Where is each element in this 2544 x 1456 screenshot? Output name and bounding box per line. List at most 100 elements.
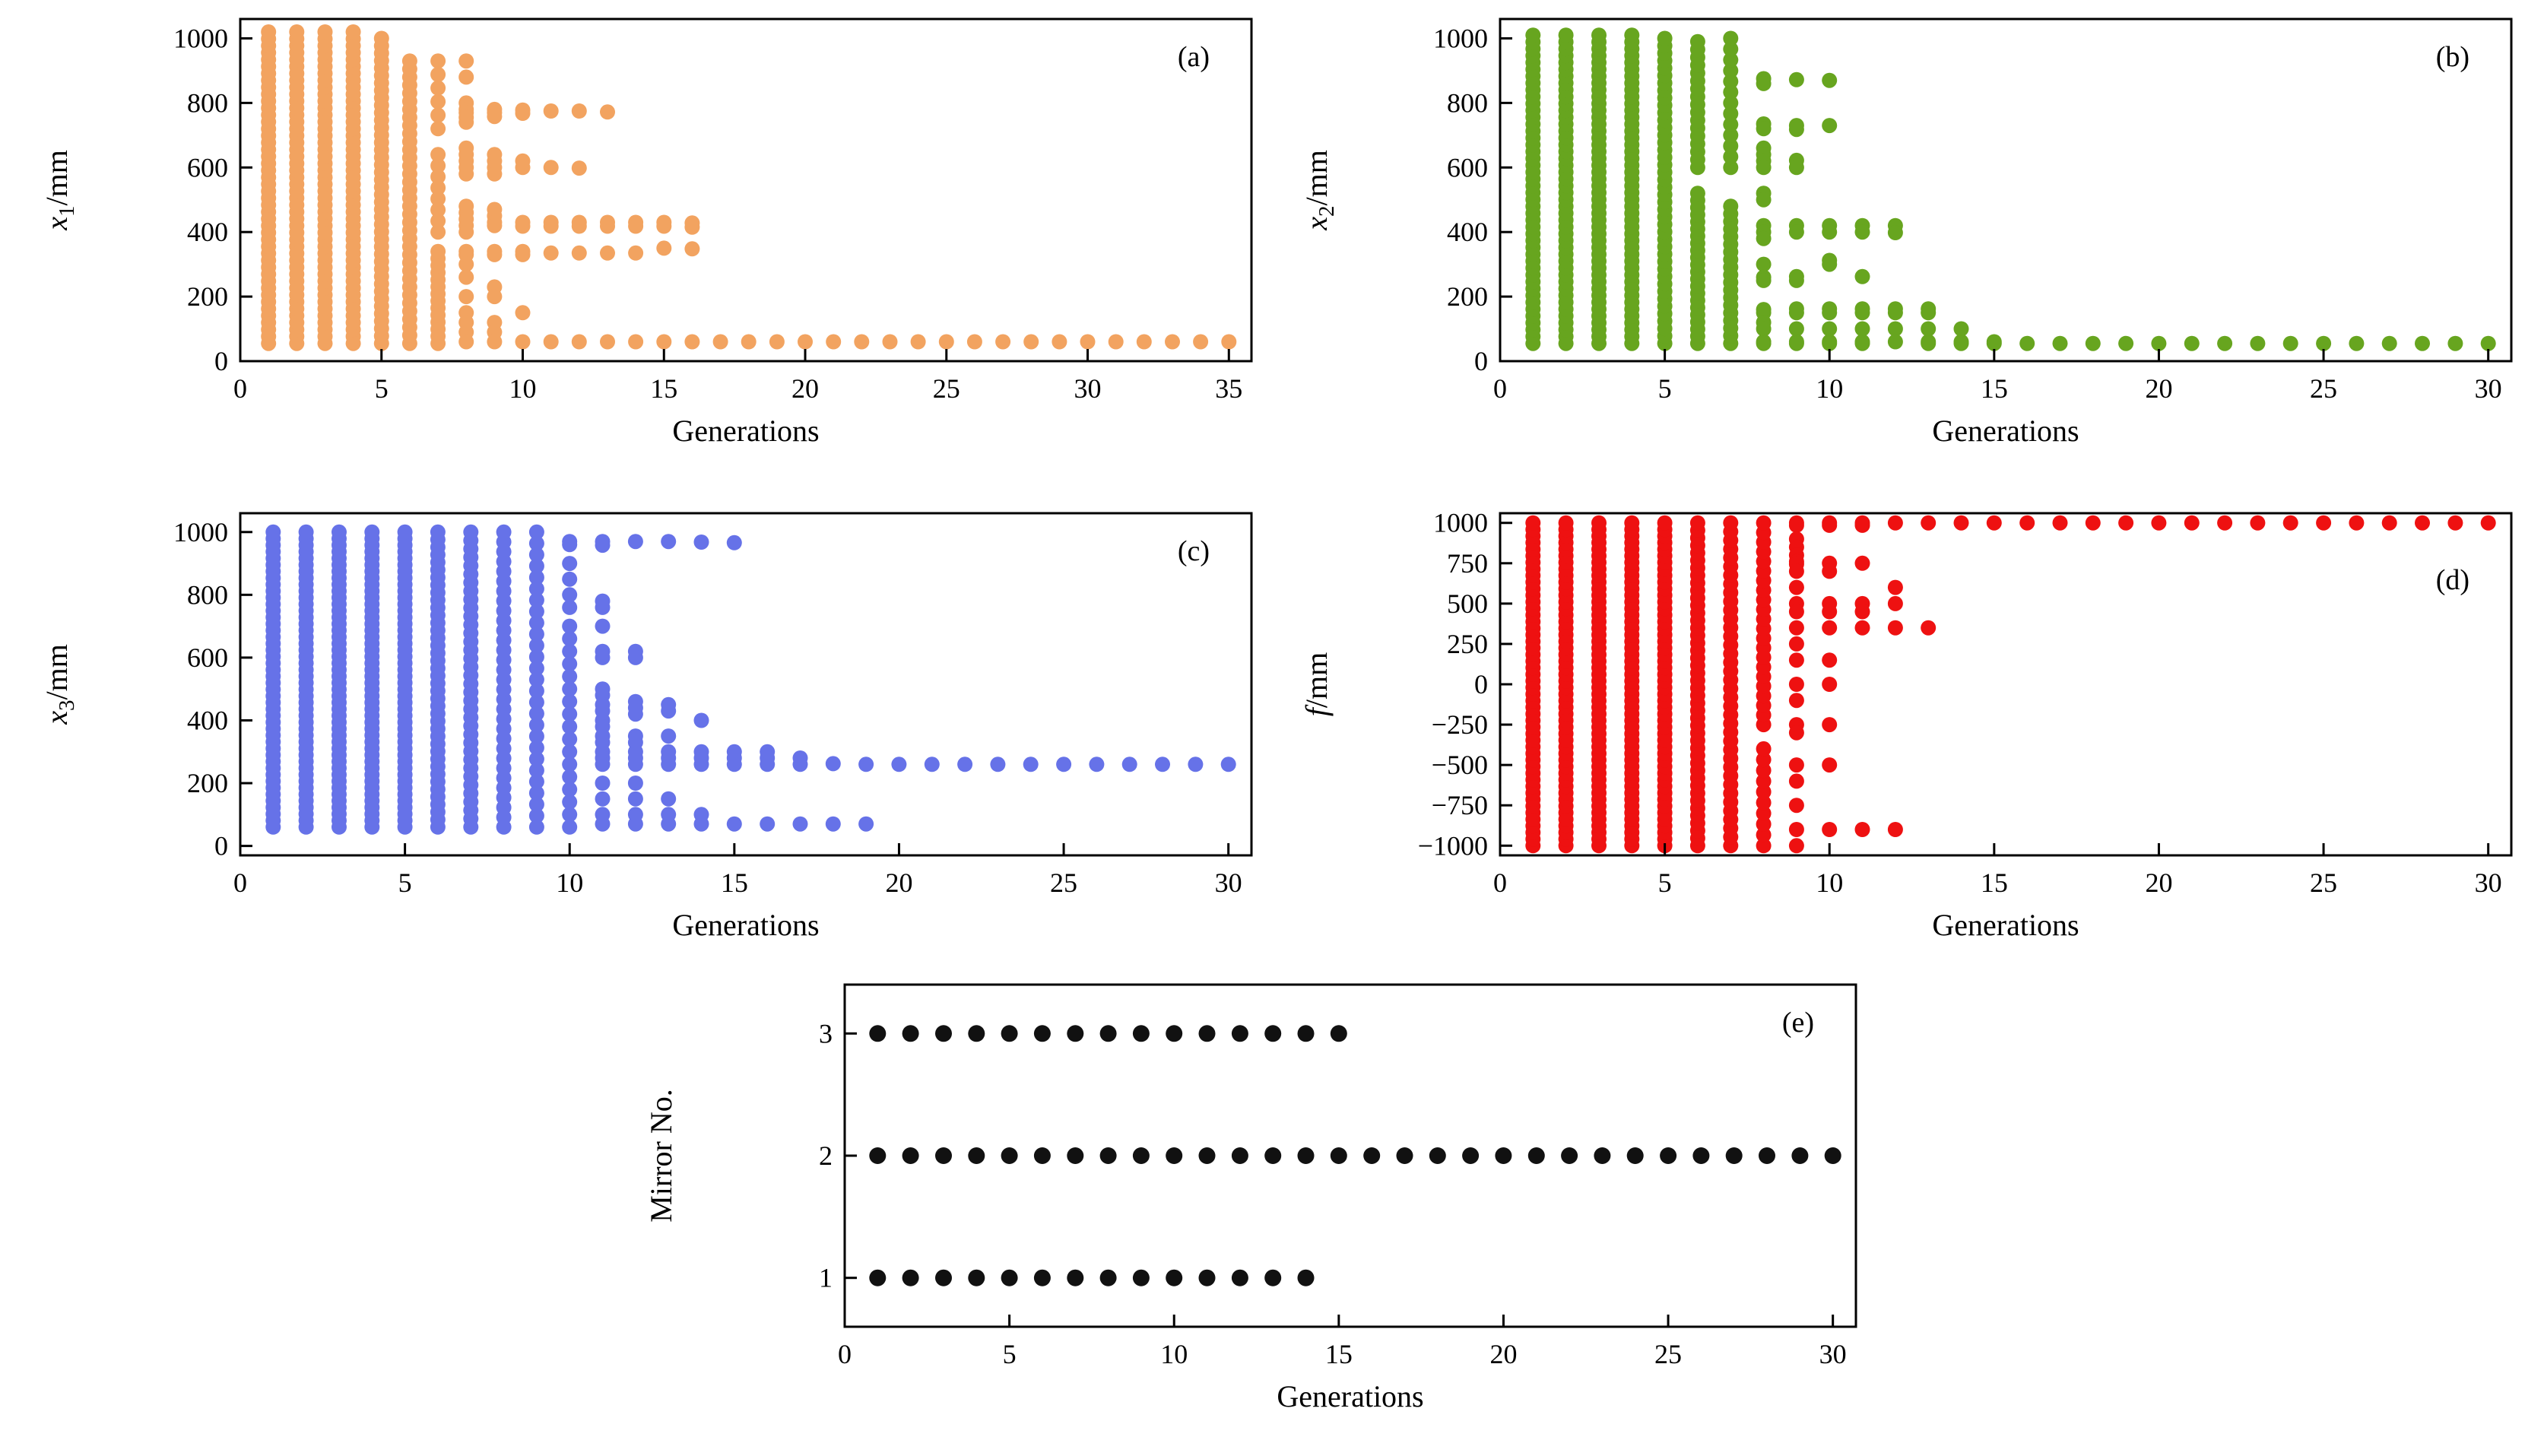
plot-frame bbox=[1499, 512, 2513, 857]
panel-letter: (e) bbox=[1782, 1007, 1814, 1039]
x-axis-label: Generations bbox=[672, 908, 819, 942]
x-tick-label: 10 bbox=[1816, 868, 1843, 898]
scatter-plot-a: 0 5 10 15 20 25 30 35 0 200 400 600 800 1000 Generatio… bbox=[40, 17, 1253, 448]
x-axis-label: Generations bbox=[1932, 414, 2079, 448]
x-tick-label: 30 bbox=[2475, 373, 2502, 404]
y-tick-label: 1000 bbox=[173, 517, 228, 547]
x-tick-label: 15 bbox=[1325, 1339, 1353, 1369]
panel-letter: (d) bbox=[2436, 564, 2469, 596]
scatter-plot-b: 0 5 10 15 20 25 30 0 200 400 600 800 1000 Generations… bbox=[1299, 17, 2513, 448]
x-tick-label: 0 bbox=[233, 373, 247, 404]
y-tick-label: 500 bbox=[1447, 588, 1488, 619]
y-tick-label: 400 bbox=[187, 705, 228, 735]
x-tick-label: 15 bbox=[721, 868, 748, 898]
y-axis-label: x1/mm bbox=[40, 150, 79, 231]
points bbox=[1525, 27, 2496, 351]
y-tick-label: −750 bbox=[1432, 790, 1488, 820]
x-tick-label: 30 bbox=[1819, 1339, 1847, 1369]
points bbox=[1525, 515, 2496, 854]
x-tick-label: 25 bbox=[1050, 868, 1077, 898]
tick-labels: 0 5 10 15 20 25 30 −1000 −750 −500 −250 0 250 500 750 1… bbox=[1418, 508, 2502, 898]
y-tick-label: 0 bbox=[214, 346, 228, 376]
x-tick-label: 20 bbox=[885, 868, 912, 898]
x-tick-label: 25 bbox=[2310, 868, 2337, 898]
axis-ticks bbox=[239, 531, 1230, 855]
x-tick-label: 35 bbox=[1215, 373, 1242, 404]
x-tick-label: 0 bbox=[1493, 868, 1507, 898]
y-tick-label: 200 bbox=[1447, 281, 1488, 312]
y-tick-label: 250 bbox=[1447, 629, 1488, 659]
x-tick-label: 0 bbox=[233, 868, 247, 898]
y-axis-label: Mirror No. bbox=[644, 1089, 678, 1223]
y-tick-label: 1 bbox=[819, 1263, 833, 1293]
y-tick-label: 0 bbox=[1474, 669, 1488, 699]
x-tick-label: 15 bbox=[1981, 868, 2008, 898]
x-tick-label: 15 bbox=[650, 373, 677, 404]
x-tick-label: 5 bbox=[1658, 868, 1672, 898]
points bbox=[261, 24, 1237, 351]
x-tick-label: 5 bbox=[1658, 373, 1672, 404]
x-tick-label: 20 bbox=[1489, 1339, 1517, 1369]
tick-labels: 0 5 10 15 20 25 30 0 200 400 600 800 1000 bbox=[1433, 23, 2502, 404]
scatter-plot-d: 0 5 10 15 20 25 30 −1000 −750 −500 −250 0 250 500 750 1… bbox=[1299, 508, 2513, 942]
x-tick-label: 30 bbox=[1215, 868, 1242, 898]
panel-x3-vs-generations: 0 5 10 15 20 25 30 0 200 400 600 800 1000 Generations… bbox=[20, 494, 1282, 985]
y-tick-label: 600 bbox=[1447, 152, 1488, 182]
optimization-convergence-figure: 0 5 10 15 20 25 30 35 0 200 400 600 800 1000 Generatio… bbox=[20, 0, 2542, 1413]
y-tick-label: 800 bbox=[187, 579, 228, 610]
tick-labels: 0 5 10 15 20 25 30 1 2 3 bbox=[819, 1018, 1847, 1369]
y-tick-label: −500 bbox=[1432, 750, 1488, 780]
plot-frame bbox=[1499, 17, 2513, 363]
panel-letter: (a) bbox=[1178, 41, 1210, 73]
y-tick-label: −250 bbox=[1432, 709, 1488, 740]
panel-mirror-no-vs-generations: 0 5 10 15 20 25 30 1 2 3 Generations Mirror No. (e) bbox=[624, 966, 1886, 1456]
axis-ticks bbox=[1499, 522, 2490, 855]
axis-ticks bbox=[239, 36, 1230, 363]
plot-frame bbox=[239, 512, 1253, 857]
y-tick-label: 0 bbox=[1474, 346, 1488, 376]
x-axis-label: Generations bbox=[1277, 1379, 1423, 1413]
axis-ticks bbox=[1499, 36, 2490, 363]
x-tick-label: 5 bbox=[375, 373, 389, 404]
x-tick-label: 0 bbox=[1493, 373, 1507, 404]
panel-letter: (b) bbox=[2436, 41, 2469, 73]
x-tick-label: 25 bbox=[933, 373, 960, 404]
y-tick-label: 750 bbox=[1447, 548, 1488, 579]
x-tick-label: 5 bbox=[398, 868, 412, 898]
x-tick-label: 30 bbox=[2475, 868, 2502, 898]
x-tick-label: 10 bbox=[1160, 1339, 1188, 1369]
y-tick-label: 200 bbox=[187, 281, 228, 312]
x-tick-label: 5 bbox=[1003, 1339, 1017, 1369]
y-tick-label: 200 bbox=[187, 768, 228, 798]
y-tick-label: 1000 bbox=[173, 23, 228, 53]
x-tick-label: 0 bbox=[838, 1339, 852, 1369]
x-tick-label: 10 bbox=[509, 373, 537, 404]
x-tick-label: 25 bbox=[2310, 373, 2337, 404]
panel-x1-vs-generations: 0 5 10 15 20 25 30 35 0 200 400 600 800 1000 Generatio… bbox=[20, 0, 1282, 490]
panel-letter: (c) bbox=[1178, 535, 1210, 567]
tick-labels: 0 5 10 15 20 25 30 35 0 200 400 600 800 1000 bbox=[173, 23, 1242, 404]
y-tick-label: 800 bbox=[187, 87, 228, 118]
y-tick-label: 2 bbox=[819, 1140, 833, 1171]
y-axis-label: x2/mm bbox=[1299, 150, 1339, 231]
x-axis-label: Generations bbox=[1932, 908, 2079, 942]
panel-x2-vs-generations: 0 5 10 15 20 25 30 0 200 400 600 800 1000 Generations… bbox=[1280, 0, 2542, 490]
x-tick-label: 20 bbox=[2145, 868, 2172, 898]
y-tick-label: −1000 bbox=[1418, 830, 1488, 861]
x-tick-label: 20 bbox=[791, 373, 819, 404]
tick-labels: 0 5 10 15 20 25 30 0 200 400 600 800 1000 bbox=[173, 517, 1242, 898]
x-tick-label: 10 bbox=[1816, 373, 1843, 404]
scatter-plot-e: 0 5 10 15 20 25 30 1 2 3 Generations Mirror No. (e) bbox=[644, 983, 1857, 1413]
x-tick-label: 10 bbox=[556, 868, 583, 898]
y-tick-label: 400 bbox=[187, 217, 228, 247]
y-axis-label: f/mm bbox=[1299, 652, 1334, 716]
y-tick-label: 1000 bbox=[1433, 508, 1488, 538]
scatter-plot-c: 0 5 10 15 20 25 30 0 200 400 600 800 1000 Generations… bbox=[40, 512, 1253, 942]
plot-frame bbox=[239, 17, 1253, 363]
y-tick-label: 400 bbox=[1447, 217, 1488, 247]
y-axis-label: x3/mm bbox=[40, 644, 79, 725]
x-tick-label: 30 bbox=[1074, 373, 1102, 404]
x-tick-label: 15 bbox=[1981, 373, 2008, 404]
y-tick-label: 600 bbox=[187, 642, 228, 673]
y-tick-label: 600 bbox=[187, 152, 228, 182]
